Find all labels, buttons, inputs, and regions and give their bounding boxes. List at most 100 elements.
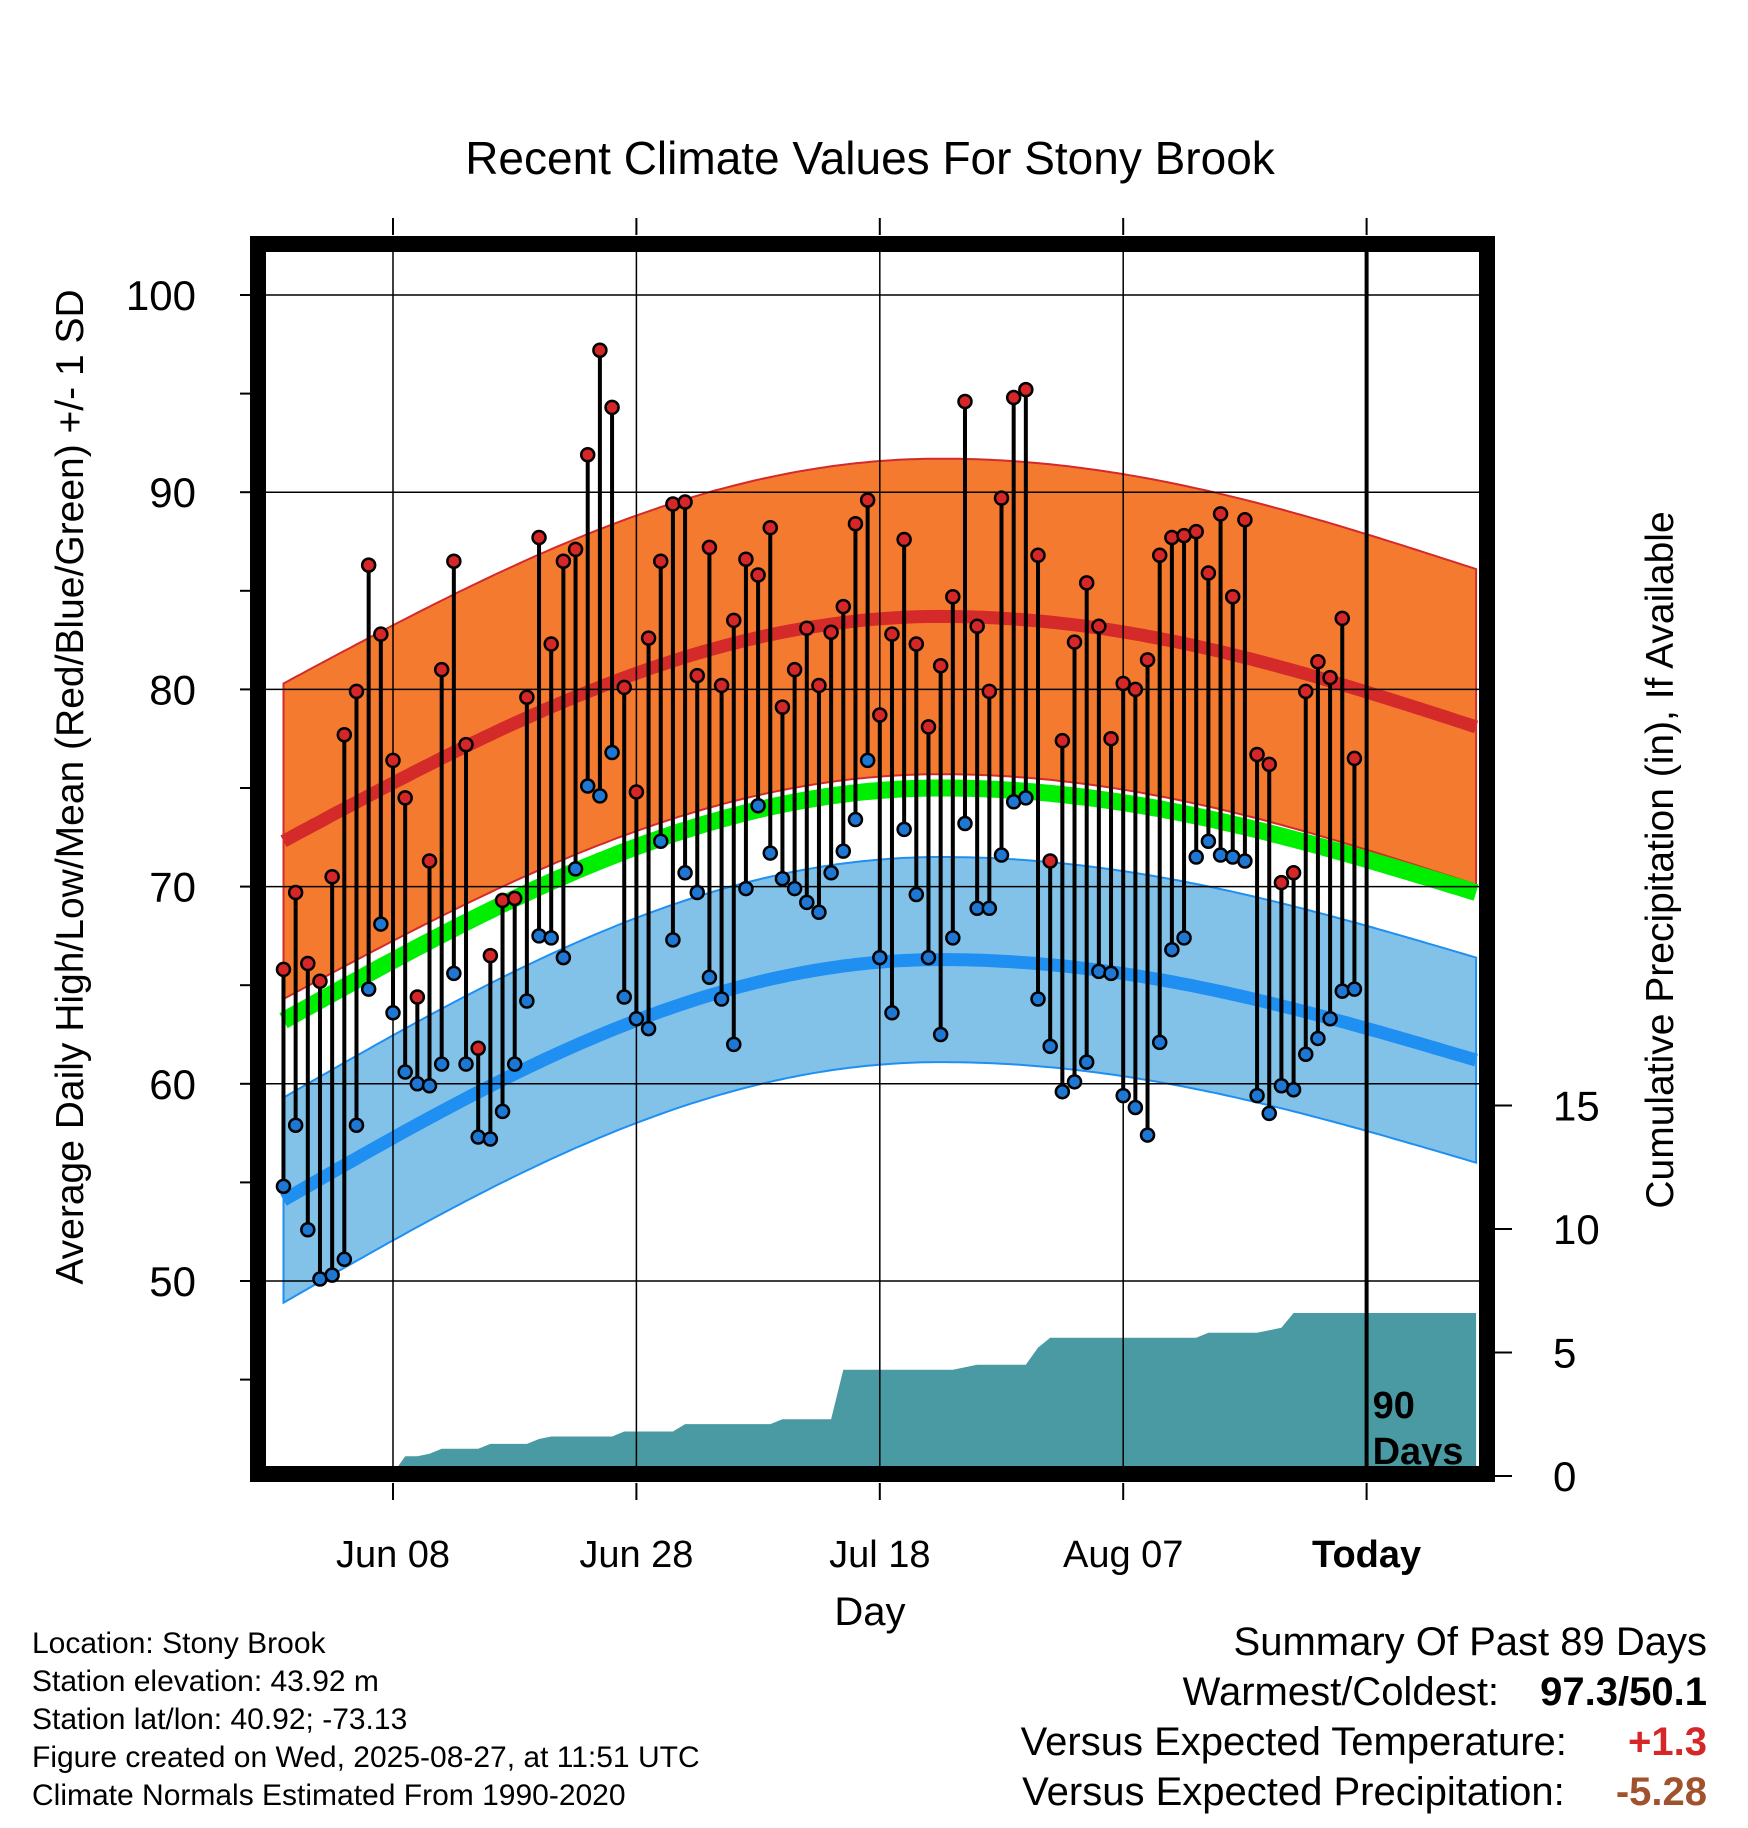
low-point — [1346, 981, 1363, 997]
high-point — [1298, 683, 1314, 700]
high-point — [482, 947, 499, 964]
high-point — [385, 752, 401, 769]
low-point — [957, 815, 973, 832]
high-point — [1115, 675, 1131, 692]
low-point — [665, 932, 681, 948]
normals-text: Climate Normals Estimated From 1990-2020 — [32, 1779, 626, 1812]
high-point — [1224, 588, 1241, 605]
low-point — [275, 1178, 292, 1195]
high-point — [1200, 565, 1217, 581]
high-point — [701, 539, 718, 556]
y2-tick-label: 0 — [1553, 1453, 1576, 1500]
low-point — [519, 993, 535, 1009]
high-point — [470, 1040, 486, 1057]
high-point — [1212, 506, 1229, 522]
high-point — [945, 588, 961, 605]
low-point — [945, 930, 961, 946]
high-point — [567, 541, 584, 558]
plot-frame — [250, 236, 1495, 1482]
low-point — [324, 1267, 340, 1283]
low-point — [555, 949, 572, 966]
x-tick-label: Jul 18 — [829, 1534, 930, 1576]
high-point — [397, 790, 413, 806]
low-point — [701, 969, 718, 986]
high-point — [799, 620, 815, 637]
low-point — [1115, 1087, 1131, 1104]
high-point — [981, 683, 998, 700]
low-point — [1200, 833, 1217, 849]
high-point — [1054, 732, 1071, 749]
high-point — [1322, 669, 1338, 686]
high-point — [592, 342, 608, 358]
y2-tick-label: 5 — [1553, 1330, 1576, 1377]
low-point — [458, 1056, 474, 1072]
low-point — [932, 1026, 949, 1043]
temp-value: +1.3 — [1628, 1720, 1707, 1764]
high-point — [1078, 575, 1095, 591]
high-point — [726, 612, 742, 629]
high-point — [1346, 750, 1363, 767]
x-tick-label: Today — [1312, 1534, 1421, 1576]
low-point — [579, 778, 596, 794]
low-point — [1188, 849, 1204, 865]
y-tick-label: 50 — [149, 1258, 196, 1305]
y-tick-label: 70 — [149, 864, 196, 911]
high-point — [689, 667, 705, 684]
high-point — [409, 989, 426, 1005]
low-point — [1249, 1087, 1265, 1104]
elevation-text: Station elevation: 43.92 m — [32, 1665, 379, 1698]
precip-row: Versus Expected Precipitation: -5.28 — [1021, 1770, 1707, 1820]
high-point — [1042, 853, 1058, 869]
high-point — [628, 784, 645, 800]
high-point — [969, 618, 985, 635]
low-point — [348, 1117, 365, 1133]
low-point — [604, 744, 620, 761]
low-point — [920, 949, 937, 966]
summary-heading: Summary Of Past 89 Days — [1233, 1620, 1707, 1664]
low-point — [287, 1117, 304, 1133]
high-point — [750, 567, 766, 583]
low-point — [494, 1103, 511, 1120]
high-point — [1151, 547, 1168, 564]
low-point — [1285, 1081, 1302, 1098]
low-point — [1030, 991, 1046, 1007]
high-point — [1018, 381, 1034, 398]
high-point — [348, 683, 365, 700]
high-point — [1091, 618, 1107, 635]
chart-title: Recent Climate Values For Stony Brook — [465, 132, 1276, 184]
warm-cold-row: Warmest/Coldest: 97.3/50.1 — [1021, 1670, 1707, 1720]
low-point — [385, 1005, 401, 1021]
low-point — [506, 1056, 523, 1072]
low-point — [799, 894, 815, 911]
low-point — [433, 1056, 450, 1072]
low-point — [859, 752, 876, 769]
low-point — [762, 845, 779, 861]
low-point — [1091, 963, 1107, 980]
high-point — [604, 399, 620, 416]
high-point — [446, 553, 462, 569]
y-tick-label: 80 — [149, 666, 196, 713]
location-text: Location: Stony Brook — [32, 1627, 326, 1660]
precip-label: Versus Expected Precipitation: — [1022, 1770, 1565, 1814]
today-days-label: 90 — [1373, 1385, 1415, 1427]
low-point — [872, 949, 888, 966]
low-point — [446, 965, 462, 982]
x-tick-label: Jun 28 — [579, 1534, 693, 1576]
low-point — [1298, 1046, 1314, 1062]
high-point — [859, 492, 876, 508]
high-point — [1127, 681, 1144, 698]
high-point — [872, 707, 888, 723]
high-point — [884, 626, 900, 642]
precip-value: -5.28 — [1615, 1770, 1707, 1814]
low-point — [1322, 1010, 1338, 1027]
low-point — [567, 861, 584, 877]
low-point — [616, 989, 632, 1005]
low-point — [1164, 941, 1180, 958]
high-point — [665, 496, 681, 512]
y-tick-label: 60 — [149, 1061, 196, 1108]
high-point — [579, 446, 596, 463]
high-point — [957, 393, 973, 410]
high-point — [373, 626, 389, 642]
